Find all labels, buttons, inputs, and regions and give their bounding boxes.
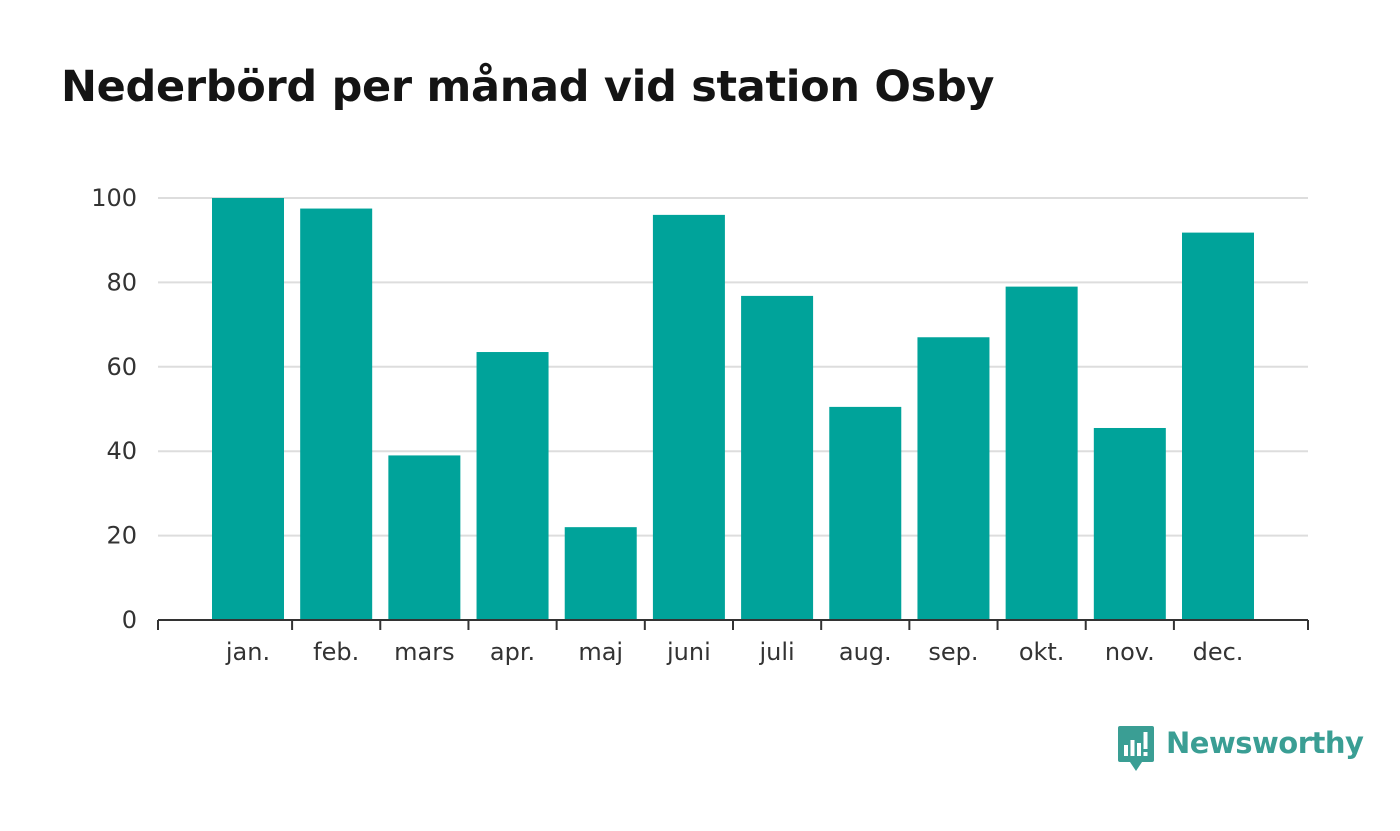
y-tick-label: 100 (91, 184, 137, 212)
x-tick-label: nov. (1105, 638, 1155, 666)
brand-logo: Newsworthy (1118, 726, 1364, 772)
newsworthy-logo-icon (1118, 726, 1154, 771)
x-tick-label: juni (666, 638, 711, 666)
brand-name: Newsworthy (1166, 726, 1364, 760)
bar-nov (1093, 427, 1166, 620)
bar-mars (388, 455, 461, 620)
y-axis-labels: 0 20 40 60 80 100 (91, 184, 137, 634)
bar-juni (652, 214, 725, 620)
x-tick-label: aug. (839, 638, 892, 666)
x-tick-label: feb. (313, 638, 359, 666)
x-tick-label: juli (758, 638, 794, 666)
y-tick-label: 40 (106, 437, 137, 465)
bars (212, 198, 1254, 621)
bar-chart: 0 20 40 60 80 100 jan. feb. mars apr. maj juni juli… (91, 184, 1309, 666)
bar-okt (1005, 286, 1078, 620)
chart-title: Nederbörd per månad vid station Osby (61, 62, 995, 112)
bar-sep (917, 337, 990, 620)
bar-feb (300, 208, 373, 621)
x-tick-label: mars (394, 638, 454, 666)
bar-dec (1182, 232, 1254, 620)
bar-juli (741, 295, 814, 620)
x-tick-label: apr. (490, 638, 535, 666)
x-axis (157, 619, 1309, 630)
y-tick-label: 0 (122, 606, 137, 634)
x-tick-label: jan. (225, 638, 270, 666)
x-tick-label: sep. (928, 638, 978, 666)
bar-apr (476, 352, 549, 620)
y-tick-label: 60 (106, 353, 137, 381)
x-tick-label: okt. (1019, 638, 1065, 666)
bar-aug (829, 406, 902, 620)
bar-maj (564, 527, 637, 620)
x-tick-label: dec. (1193, 638, 1244, 666)
x-tick-label: maj (578, 638, 623, 666)
y-tick-label: 20 (106, 522, 137, 550)
y-tick-label: 80 (106, 268, 137, 296)
bar-jan (212, 198, 284, 620)
x-axis-labels: jan. feb. mars apr. maj juni juli aug. sep. okt. n… (225, 638, 1244, 666)
